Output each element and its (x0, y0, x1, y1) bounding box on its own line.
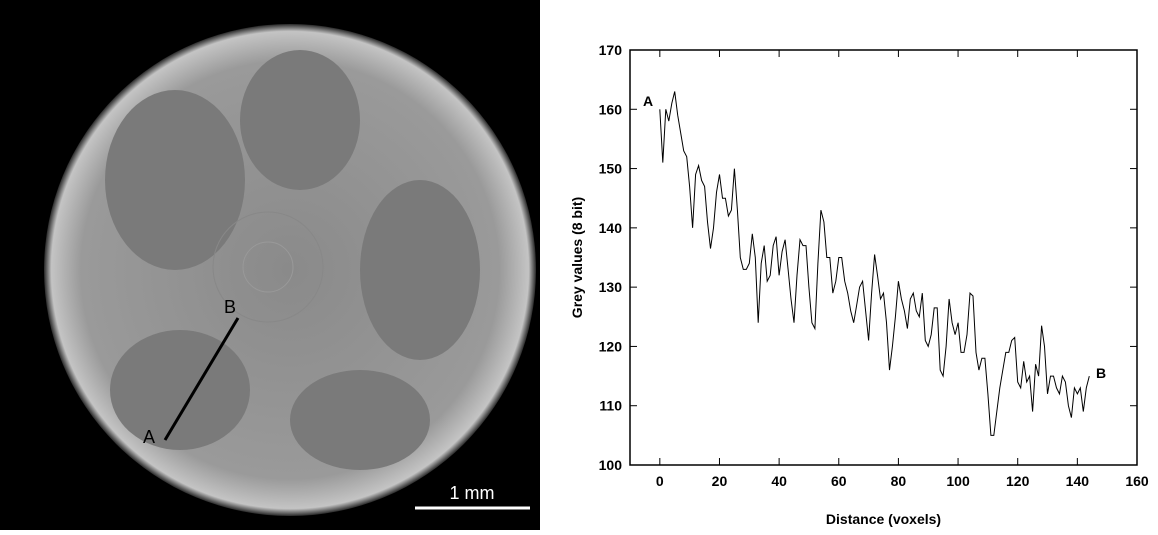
x-tick-label: 160 (1125, 473, 1149, 489)
y-tick-label: 170 (599, 42, 623, 58)
x-tick-label: 20 (712, 473, 728, 489)
y-tick-label: 100 (599, 457, 623, 473)
y-tick-label: 120 (599, 338, 623, 354)
profile-label: B (224, 297, 236, 317)
y-tick-label: 140 (599, 220, 623, 236)
scale-bar-label: 1 mm (450, 483, 495, 503)
y-tick-label: 110 (599, 398, 622, 414)
ring-artifact (242, 241, 294, 293)
x-tick-label: 140 (1066, 473, 1090, 489)
y-axis-label: Grey values (8 bit) (569, 197, 585, 318)
ring-artifact (212, 211, 324, 323)
annotation: B (1096, 365, 1106, 381)
plot-frame (629, 49, 1138, 466)
x-tick-label: 40 (771, 473, 787, 489)
y-tick-label: 150 (599, 161, 623, 177)
annotation: A (643, 93, 653, 109)
profile-line (163, 317, 240, 441)
x-axis-label: Distance (voxels) (826, 511, 941, 527)
data-line (659, 91, 1090, 436)
x-tick-label: 100 (946, 473, 970, 489)
profile-label: A (143, 427, 155, 447)
x-tick-label: 0 (656, 473, 664, 489)
x-tick-label: 120 (1006, 473, 1030, 489)
x-tick-label: 60 (831, 473, 847, 489)
y-tick-label: 160 (599, 101, 623, 117)
x-tick-label: 80 (891, 473, 907, 489)
y-tick-label: 130 (599, 279, 623, 295)
ct-grains (105, 50, 480, 470)
